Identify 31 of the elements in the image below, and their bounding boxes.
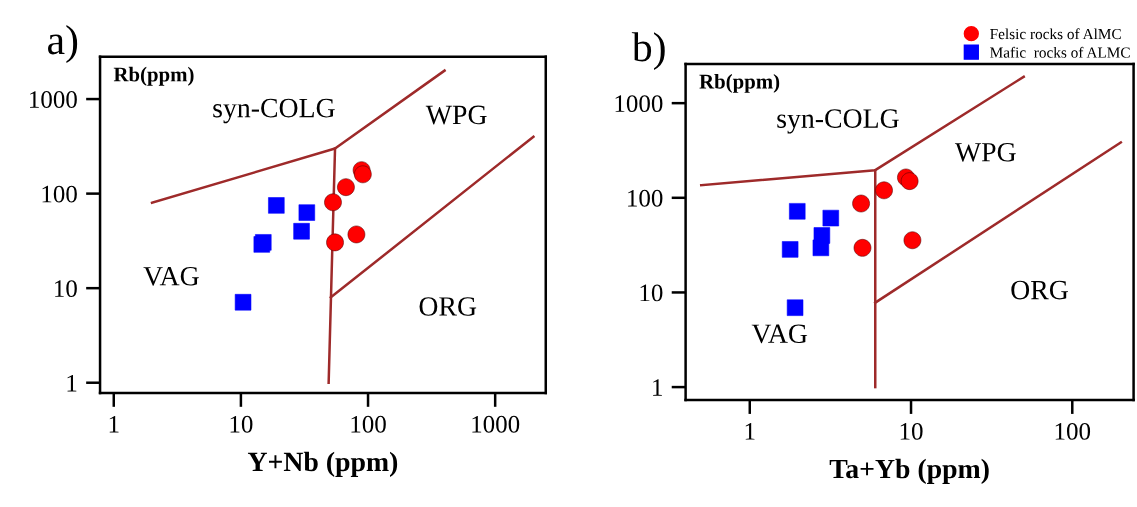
x-tick-label: 1	[745, 423, 755, 440]
x-tick-label: 100	[351, 415, 386, 433]
x-axis-title: Ta+Yb (ppm)	[829, 458, 989, 484]
annotation: VAG	[143, 266, 199, 286]
x-tick-label: 10	[900, 422, 923, 440]
legend-label: Mafic rocks of ALMC	[990, 46, 1130, 58]
annotation: ORG	[1011, 280, 1068, 300]
annotation: WPG	[954, 142, 1016, 162]
y-tick-label: 1	[67, 374, 77, 392]
annotation: syn-COLG	[213, 98, 335, 124]
y-axis-title: Rb(ppm)	[113, 66, 194, 86]
y-tick-label: 100	[42, 185, 77, 203]
chart-title: a)	[48, 25, 78, 63]
x-tick-label: 10	[230, 415, 253, 433]
y-tick-label: 100	[628, 189, 663, 207]
chart-title: b)	[631, 32, 665, 70]
annotation: VAG	[751, 324, 808, 344]
y-tick-label: 1000	[615, 95, 663, 113]
legend-label: Felsic rocks of AlMC	[990, 28, 1121, 40]
x-axis-title: Y+Nb (ppm)	[247, 451, 398, 477]
x-tick-label: 1000	[472, 415, 520, 433]
x-tick-label: 1	[109, 415, 119, 433]
annotation: ORG	[419, 297, 477, 316]
y-tick-label: 10	[55, 280, 77, 298]
y-tick-label: 10	[640, 284, 663, 302]
annotation: syn-COLG	[777, 109, 899, 134]
y-tick-label: 1	[653, 379, 662, 396]
y-axis-title: Rb(ppm)	[699, 73, 780, 93]
annotation: WPG	[425, 105, 487, 125]
x-tick-label: 100	[1055, 422, 1091, 440]
y-tick-label: 1000	[30, 91, 77, 108]
